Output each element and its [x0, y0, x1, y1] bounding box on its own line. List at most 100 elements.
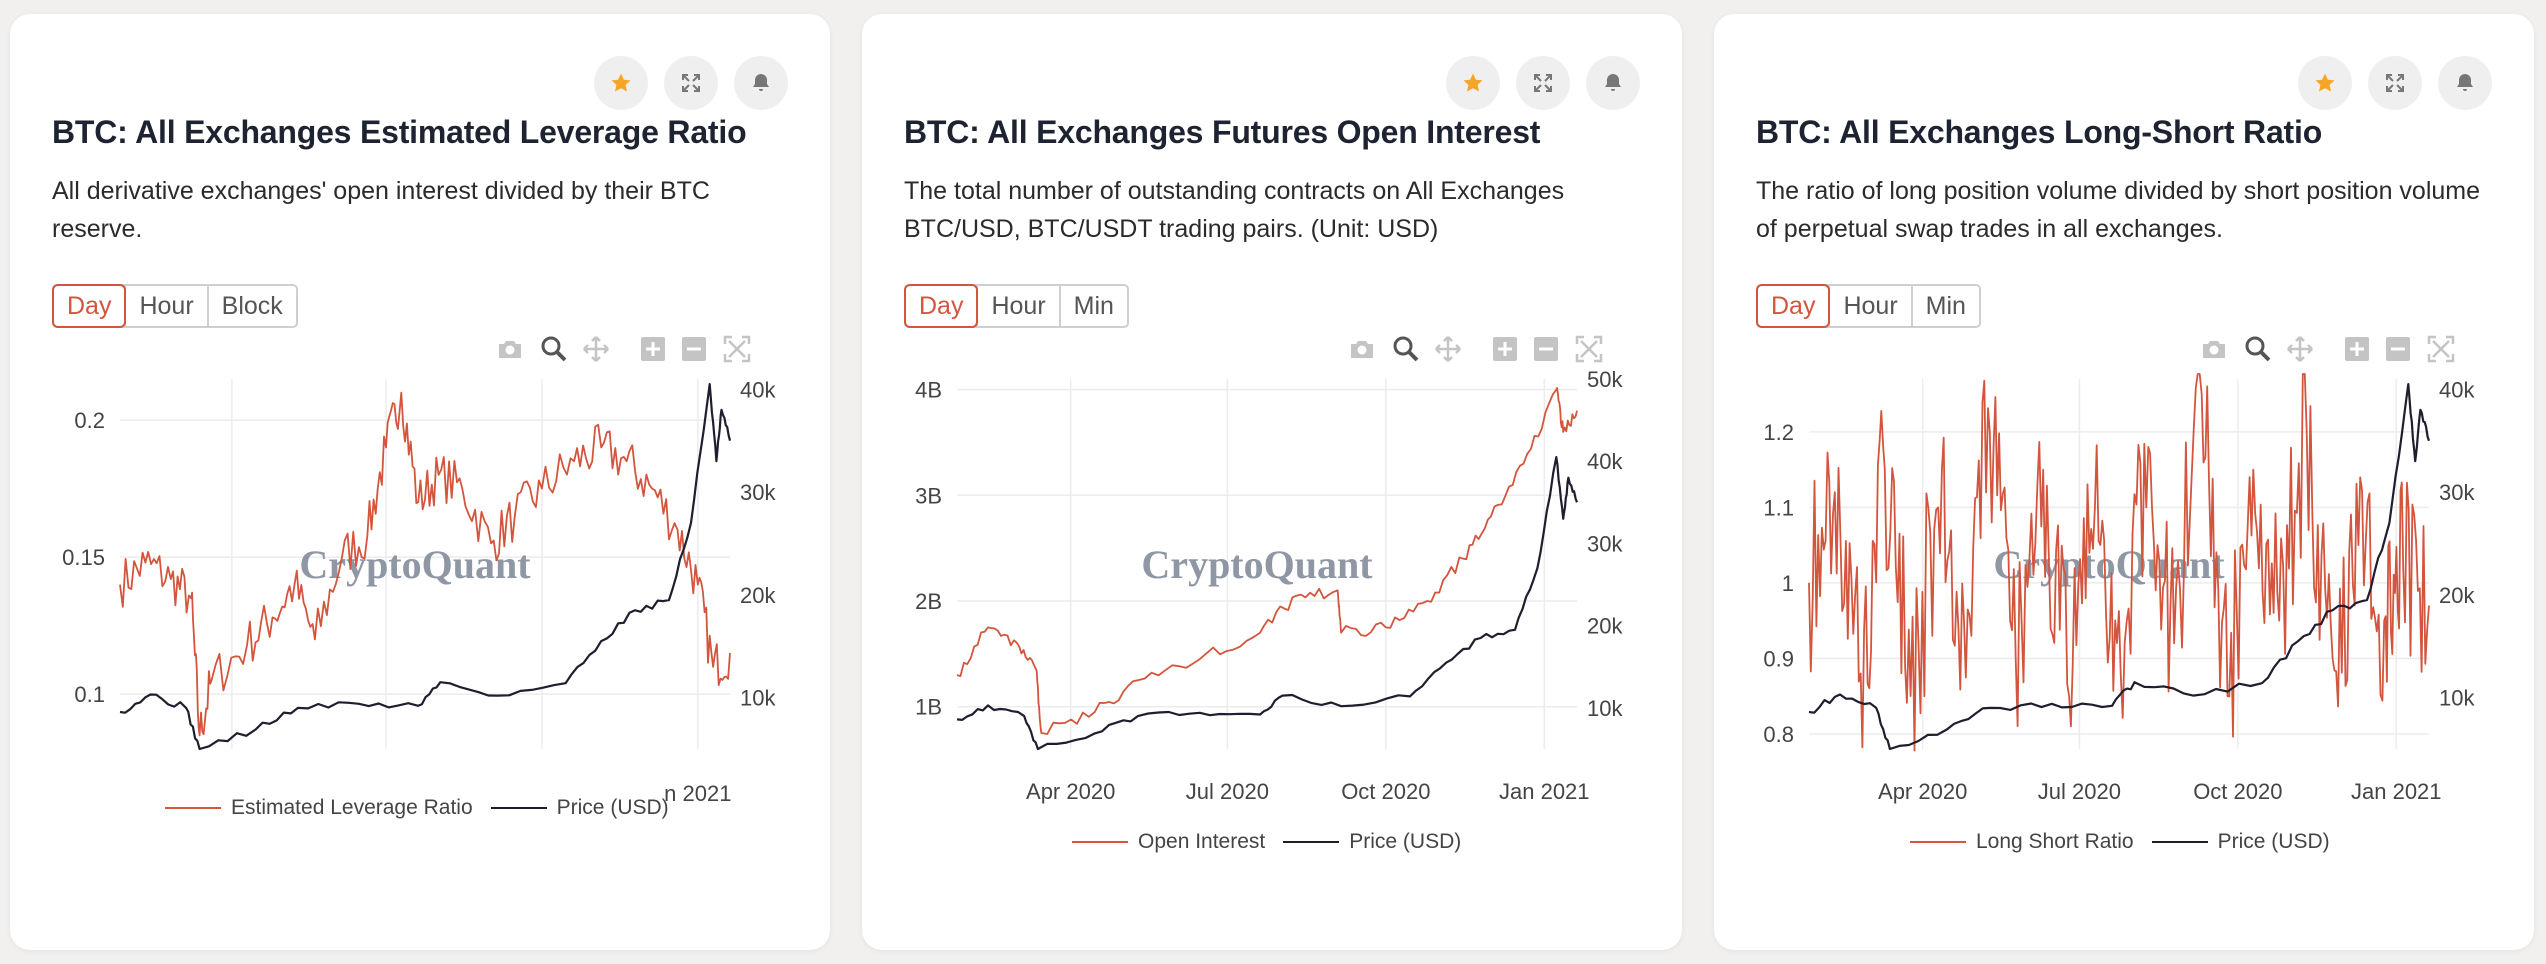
zoom-out-icon: [1534, 337, 1558, 361]
expand-button[interactable]: [1516, 56, 1570, 110]
y-left-tick-label: 0.15: [62, 545, 105, 570]
expand-icon: [682, 74, 700, 92]
expand-icon: [1534, 74, 1552, 92]
card-actions: [1446, 56, 1640, 110]
pan-button[interactable]: [1431, 332, 1465, 366]
y-right-tick-label: 20k: [2439, 583, 2475, 608]
tab-day[interactable]: Day: [1755, 284, 1831, 328]
zoom-out-icon: [682, 337, 706, 361]
legend-item[interactable]: Open Interest: [1072, 830, 1265, 854]
chart-legend: Long Short Ratio Price (USD): [1910, 830, 2330, 854]
y-left-tick-label: 0.2: [74, 408, 105, 433]
legend-label: Long Short Ratio: [1976, 830, 2134, 853]
autoscale-button[interactable]: [720, 332, 754, 366]
pan-button[interactable]: [579, 332, 613, 366]
bell-icon: [753, 74, 769, 91]
expand-button[interactable]: [2368, 56, 2422, 110]
download-plot-button[interactable]: [493, 332, 527, 366]
legend-label: Price (USD): [556, 796, 669, 819]
chart-description: All derivative exchanges' open interest …: [52, 177, 710, 243]
chart-title: BTC: All Exchanges Long-Short Ratio: [1756, 114, 2323, 150]
favorite-button[interactable]: [594, 56, 648, 110]
autoscale-button[interactable]: [1572, 332, 1606, 366]
zoom-out-button[interactable]: [2381, 332, 2415, 366]
tab-hour[interactable]: Hour: [124, 286, 206, 326]
y-right-tick-label: 20k: [1587, 614, 1623, 639]
legend-item[interactable]: Price (USD): [2151, 830, 2330, 854]
y-right-tick-label: 40k: [1587, 449, 1623, 474]
tab-hour[interactable]: Hour: [1828, 286, 1910, 326]
chart-plot[interactable]: 0.8 0.9 1 1.1 1.2 10k 20k 30k 40k Apr 2020 Jul 202…: [1714, 364, 2534, 824]
y-left-tick-label: 3B: [915, 483, 942, 508]
x-tick-label: n 2021: [664, 781, 731, 806]
expand-button[interactable]: [664, 56, 718, 110]
favorite-button[interactable]: [1446, 56, 1500, 110]
zoom-out-button[interactable]: [677, 332, 711, 366]
legend-swatch: [2151, 841, 2208, 843]
y-right-tick-label: 30k: [2439, 480, 2475, 505]
legend-item[interactable]: Price (USD): [490, 796, 669, 820]
y-right-tick-label: 20k: [740, 583, 776, 608]
zoom-button[interactable]: [2241, 332, 2275, 366]
tab-day[interactable]: Day: [51, 284, 127, 328]
interval-tabs: Day Hour Block: [51, 284, 298, 328]
tab-block[interactable]: Block: [206, 286, 296, 326]
zoom-in-button[interactable]: [1488, 332, 1522, 366]
legend-swatch: [165, 807, 221, 809]
chart-title: BTC: All Exchanges Futures Open Interest: [904, 114, 1541, 150]
autoscale-button[interactable]: [2424, 332, 2458, 366]
y-left-tick-label: 0.1: [74, 682, 105, 707]
camera-icon: [1351, 341, 1373, 358]
zoom-in-button[interactable]: [2340, 332, 2374, 366]
chart-modebar: [455, 332, 785, 368]
legend-label: Price (USD): [1349, 830, 1462, 853]
download-plot-button[interactable]: [2197, 332, 2231, 366]
zoom-button[interactable]: [537, 332, 571, 366]
y-left-tick-label: 0.9: [1763, 646, 1794, 671]
zoom-button[interactable]: [1389, 332, 1423, 366]
legend-swatch: [1910, 841, 1966, 843]
series-line: [956, 387, 1578, 735]
tab-hour[interactable]: Hour: [976, 286, 1058, 326]
series-line: [1808, 373, 2430, 752]
series-line: [119, 383, 732, 751]
tab-day[interactable]: Day: [903, 284, 979, 328]
pan-button[interactable]: [2283, 332, 2317, 366]
download-plot-button[interactable]: [1345, 332, 1379, 366]
zoom-out-icon: [2386, 337, 2410, 361]
zoom-in-button[interactable]: [636, 332, 670, 366]
chart-description: The total number of outstanding contract…: [904, 177, 1565, 243]
legend-item[interactable]: Estimated Leverage Ratio: [165, 796, 473, 820]
x-tick-label: Jul 2020: [1186, 779, 1269, 804]
camera-icon: [2203, 341, 2225, 358]
alert-button[interactable]: [2438, 56, 2492, 110]
expand-icon: [2386, 74, 2404, 92]
y-left-tick-label: 1.2: [1763, 420, 1794, 445]
alert-button[interactable]: [1586, 56, 1640, 110]
y-right-tick-label: 40k: [740, 377, 776, 402]
x-tick-label: Apr 2020: [1878, 779, 1967, 804]
zoom-out-button[interactable]: [1529, 332, 1563, 366]
tab-min[interactable]: Min: [1058, 286, 1127, 326]
y-right-tick-label: 50k: [1587, 367, 1623, 392]
y-left-tick-label: 2B: [915, 589, 942, 614]
chart-modebar: [1307, 332, 1637, 368]
pan-icon: [2287, 336, 2313, 362]
watermark-text: CryptoQuant: [1141, 542, 1373, 587]
legend-swatch: [490, 807, 547, 809]
zoom-icon: [1393, 336, 1419, 362]
favorite-button[interactable]: [2298, 56, 2352, 110]
legend-item[interactable]: Price (USD): [1283, 830, 1461, 854]
y-left-tick-label: 1.1: [1763, 495, 1794, 520]
series-line: [1808, 383, 2431, 751]
pan-icon: [583, 336, 609, 362]
legend-item[interactable]: Long Short Ratio: [1910, 830, 2134, 854]
y-right-tick-label: 10k: [1587, 696, 1623, 721]
alert-button[interactable]: [734, 56, 788, 110]
interval-tabs: Day Hour Min: [903, 284, 1129, 328]
chart-plot[interactable]: 1B 2B 3B 4B 10k 20k 30k 40k 50k Apr 2020 Jul 2020 O…: [862, 364, 1682, 824]
tab-min[interactable]: Min: [1910, 286, 1979, 326]
chart-plot[interactable]: 0.1 0.15 0.2 10k 20k 30k 40k n 2021 CryptoQuant: [10, 364, 830, 824]
watermark-text: CryptoQuant: [299, 542, 531, 587]
series-line: [956, 456, 1579, 751]
